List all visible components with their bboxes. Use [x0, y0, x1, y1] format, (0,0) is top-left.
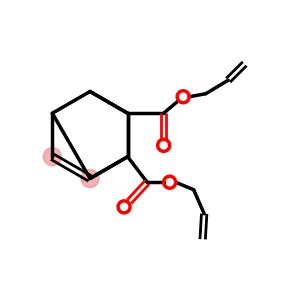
Circle shape: [43, 148, 61, 166]
Circle shape: [81, 169, 99, 188]
